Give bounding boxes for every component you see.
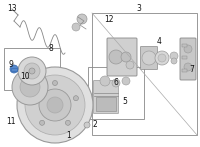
Circle shape — [18, 57, 46, 85]
FancyBboxPatch shape — [140, 46, 158, 70]
Circle shape — [112, 79, 120, 87]
Text: 11: 11 — [6, 117, 16, 126]
FancyBboxPatch shape — [107, 38, 137, 76]
Circle shape — [109, 50, 123, 64]
Circle shape — [142, 51, 156, 65]
Circle shape — [52, 81, 58, 86]
Text: 7: 7 — [190, 65, 194, 74]
Circle shape — [121, 52, 131, 62]
Circle shape — [73, 96, 78, 101]
Text: 6: 6 — [113, 78, 118, 87]
Circle shape — [171, 58, 177, 64]
Bar — [4, 48, 60, 90]
FancyBboxPatch shape — [180, 38, 196, 80]
Text: 8: 8 — [49, 44, 53, 53]
Circle shape — [20, 77, 40, 97]
Circle shape — [12, 69, 48, 105]
Text: 5: 5 — [123, 97, 127, 106]
Text: 12: 12 — [104, 15, 114, 24]
Text: 2: 2 — [93, 120, 97, 129]
Circle shape — [24, 63, 40, 79]
Circle shape — [158, 54, 166, 62]
Circle shape — [77, 14, 87, 24]
Circle shape — [10, 65, 18, 73]
Text: 3: 3 — [137, 4, 141, 13]
Circle shape — [170, 52, 178, 60]
Bar — [182, 69, 187, 72]
FancyBboxPatch shape — [94, 81, 118, 113]
Circle shape — [29, 68, 35, 74]
Circle shape — [155, 51, 169, 65]
Bar — [11, 68, 17, 71]
Circle shape — [65, 120, 70, 125]
Circle shape — [84, 122, 90, 128]
Circle shape — [122, 77, 130, 85]
Bar — [182, 44, 187, 47]
Text: 1: 1 — [67, 131, 71, 141]
Circle shape — [40, 120, 45, 125]
Circle shape — [100, 76, 110, 86]
Circle shape — [17, 67, 93, 143]
Circle shape — [184, 63, 192, 71]
Text: 4: 4 — [157, 37, 161, 46]
Bar — [88, 67, 144, 119]
Text: 13: 13 — [7, 4, 17, 13]
Circle shape — [126, 61, 134, 69]
Circle shape — [39, 89, 71, 121]
Circle shape — [184, 45, 192, 53]
Text: 10: 10 — [20, 72, 30, 81]
Circle shape — [72, 23, 80, 31]
Bar — [182, 56, 187, 59]
Circle shape — [32, 96, 37, 101]
Circle shape — [25, 75, 85, 135]
Bar — [92, 13, 197, 135]
Text: 9: 9 — [9, 60, 13, 69]
Bar — [96, 97, 116, 111]
Circle shape — [47, 97, 63, 113]
